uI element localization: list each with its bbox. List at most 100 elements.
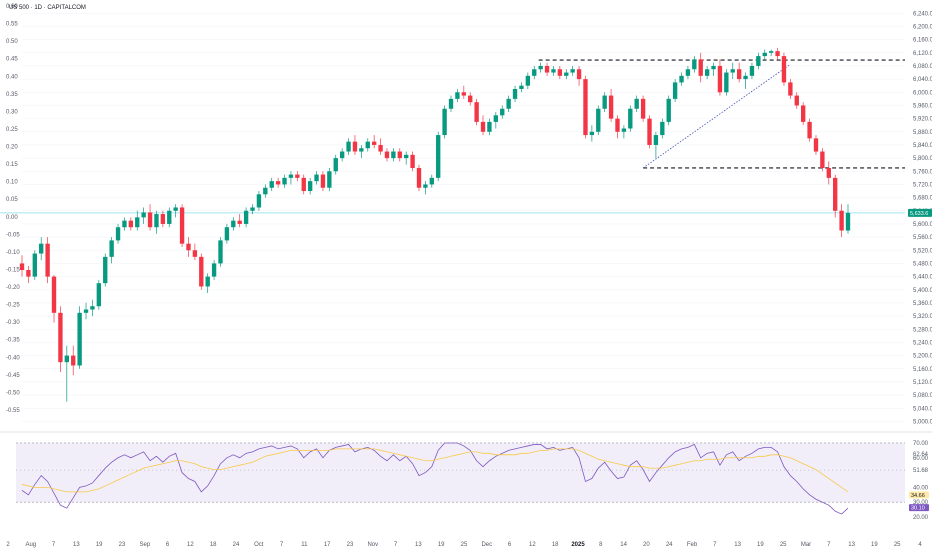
candle-body	[39, 243, 44, 254]
candle-body	[19, 263, 25, 271]
right-tick-label: 5,600.0	[913, 222, 932, 228]
candle-body	[173, 207, 178, 211]
candle-body	[589, 131, 595, 136]
candle-body	[564, 72, 569, 76]
right-tick-label: 5,880.0	[913, 130, 932, 136]
candle-body	[243, 210, 249, 224]
right-tick-label: 5,120.0	[913, 380, 932, 386]
candle-body	[608, 95, 614, 119]
candle-body	[384, 151, 390, 159]
candle-body	[378, 144, 383, 152]
candle-body	[429, 177, 434, 185]
trendline	[642, 63, 791, 169]
candle-body	[192, 250, 198, 257]
candle-body	[474, 102, 479, 122]
left-tick-label: 0.30	[6, 109, 18, 115]
candle-body	[58, 312, 63, 363]
candle-body	[660, 121, 665, 136]
candle-body	[493, 115, 499, 122]
candle-body	[256, 194, 262, 208]
candle-body	[288, 174, 294, 178]
right-tick-label: 6,080.0	[913, 64, 932, 70]
rsi-ma-value: 34.66	[911, 493, 925, 499]
right-tick-label: 5,080.0	[913, 393, 932, 399]
rsi-tick-label: 20.00	[913, 515, 929, 521]
time-tick-label: 13	[734, 542, 741, 548]
candle-body	[788, 82, 793, 96]
candle-body	[781, 56, 787, 83]
candle-body	[820, 151, 825, 168]
time-tick-label: 7	[280, 542, 284, 548]
time-tick-label: 14	[620, 542, 627, 548]
candle-body	[436, 135, 441, 178]
candle-body	[768, 51, 774, 53]
right-tick-label: 5,560.0	[913, 235, 932, 241]
candle-body	[756, 56, 761, 66]
candle-body	[179, 207, 185, 244]
candle-body	[576, 69, 582, 80]
time-tick-label: 7	[827, 542, 831, 548]
rsi-tick-label: 51.68	[913, 468, 929, 474]
candle-body	[704, 69, 710, 76]
candle-body	[794, 95, 799, 106]
candle-body	[685, 69, 691, 76]
candle-body	[71, 355, 76, 366]
time-tick-label: 19	[96, 542, 103, 548]
candle-body	[538, 65, 543, 70]
left-tick-label: -0.10	[6, 250, 20, 256]
time-tick-label: 13	[848, 542, 855, 548]
time-tick-label: 19	[438, 542, 445, 548]
candle-body	[410, 154, 415, 168]
rsi-band	[16, 442, 905, 503]
candle-body	[282, 177, 287, 185]
time-tick-label: 7	[52, 542, 56, 548]
candle-body	[666, 98, 671, 122]
candle-body	[736, 69, 742, 80]
candle-body	[263, 187, 268, 195]
candle-body	[269, 181, 274, 188]
candle-body	[115, 227, 121, 241]
candle-body	[275, 181, 281, 185]
time-tick-label: Dec	[481, 542, 492, 548]
candle-body	[327, 171, 332, 188]
candle-body	[391, 151, 396, 159]
candle-body	[621, 128, 627, 132]
rsi-line	[21, 442, 849, 515]
left-tick-label: 0.35	[6, 92, 18, 98]
time-tick-label: Feb	[687, 542, 698, 548]
time-tick-label: 18	[210, 542, 217, 548]
candle-body	[128, 220, 134, 228]
candle-body	[371, 141, 377, 145]
left-tick-label: -0.30	[6, 320, 20, 326]
right-tick-label: 5,840.0	[913, 143, 932, 149]
time-tick-label: 6	[508, 542, 512, 548]
time-tick-label: 13	[415, 542, 422, 548]
candle-body	[692, 59, 697, 70]
last-price-tag	[908, 208, 932, 217]
right-tick-label: 5,680.0	[913, 196, 932, 202]
right-tick-label: 5,160.0	[913, 367, 932, 373]
candle-body	[717, 65, 723, 93]
left-tick-label: -0.20	[6, 285, 20, 291]
candle-body	[845, 212, 851, 231]
left-tick-label: -0.05	[6, 232, 20, 238]
candle-body	[404, 154, 409, 159]
candle-body	[762, 52, 767, 57]
candle-body	[147, 212, 153, 228]
rsi-tick-label: 70.00	[913, 441, 929, 447]
candle-body	[346, 141, 351, 152]
candlestick-series	[19, 47, 851, 402]
right-tick-label: 5,440.0	[913, 275, 932, 281]
candle-body	[570, 69, 575, 73]
left-tick-label: 0.50	[6, 39, 18, 45]
right-tick-label: 5,920.0	[913, 117, 932, 123]
candle-body	[551, 69, 556, 73]
candle-body	[237, 220, 242, 224]
candle-body	[51, 276, 57, 313]
candle-body	[602, 95, 607, 109]
candle-body	[455, 92, 460, 99]
candle-body	[519, 85, 524, 89]
time-tick-label: 4	[918, 542, 922, 548]
time-tick-label: 23	[347, 542, 354, 548]
right-tick-label: 5,400.0	[913, 288, 932, 294]
